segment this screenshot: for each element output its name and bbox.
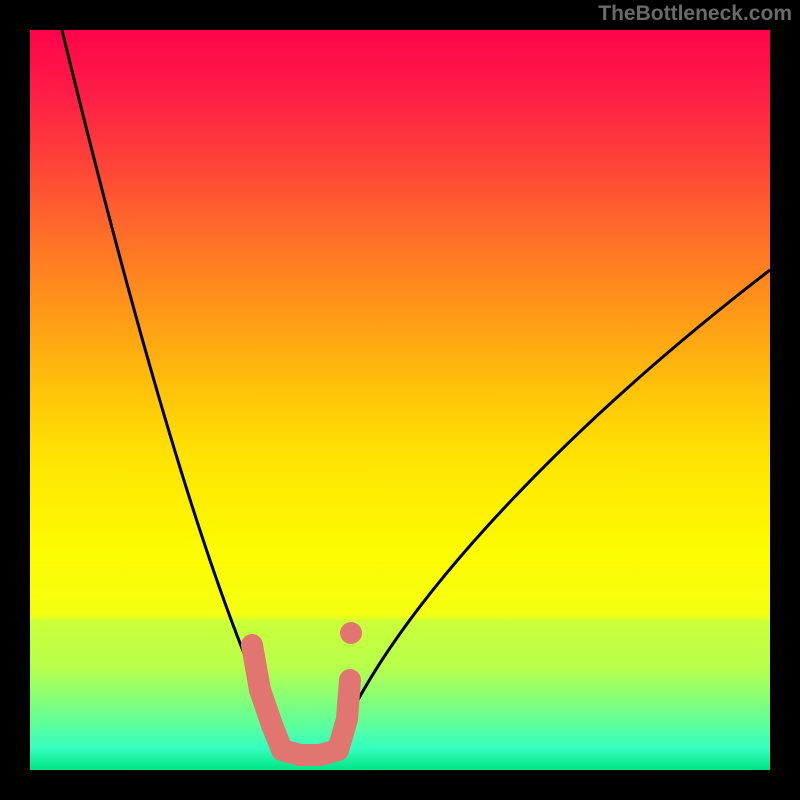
valley-marker-dot <box>340 622 362 644</box>
watermark-text: TheBottleneck.com <box>598 2 792 26</box>
gradient-background <box>30 30 770 770</box>
chart-container: TheBottleneck.com <box>0 0 800 800</box>
bottleneck-chart <box>0 0 800 800</box>
